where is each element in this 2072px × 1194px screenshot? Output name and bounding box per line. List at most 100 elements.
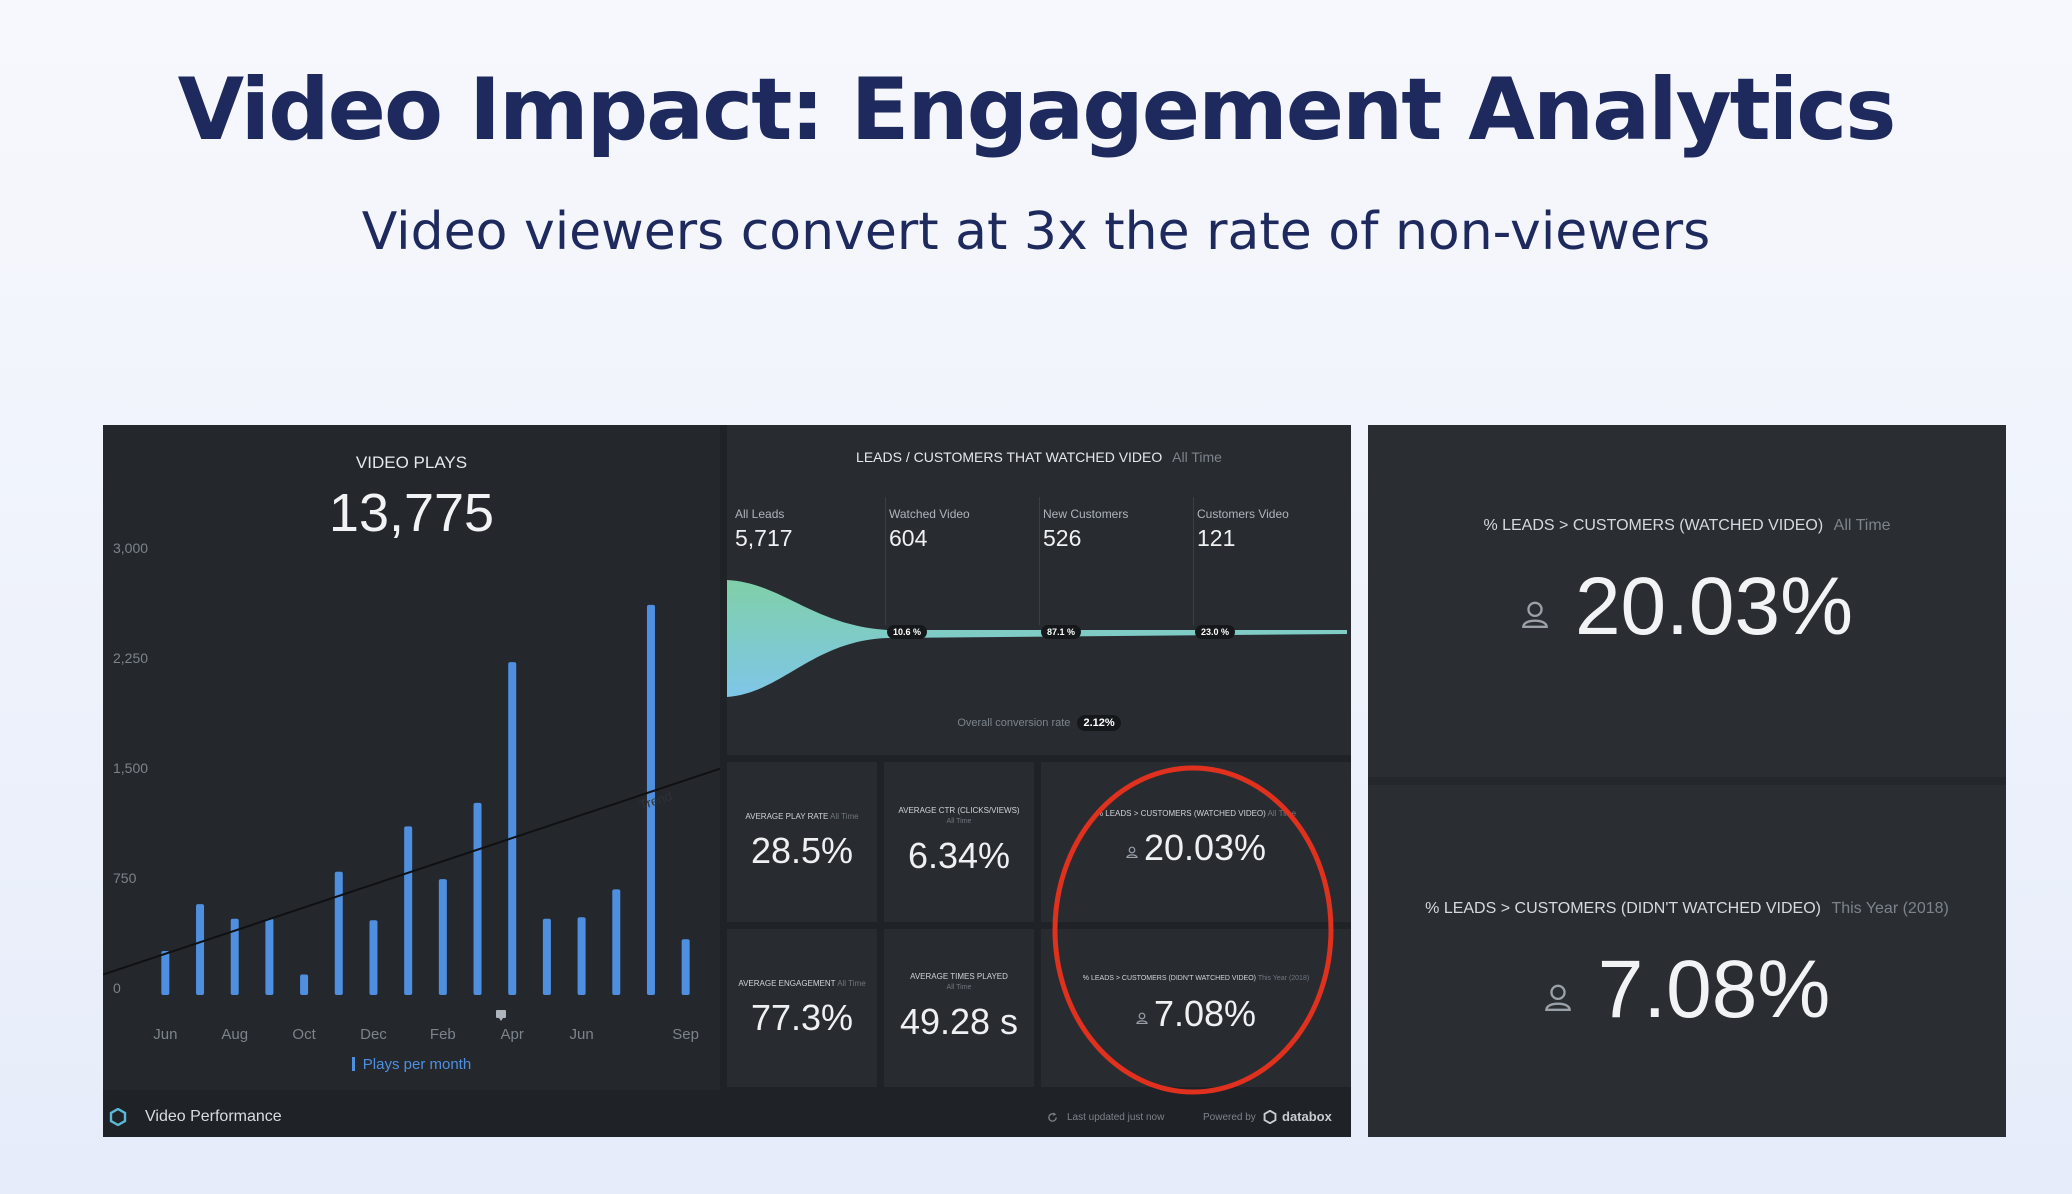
bar[interactable]	[508, 662, 517, 995]
databox-brand[interactable]: databox	[1282, 1109, 1332, 1124]
kpi-value-row: 7.08%	[1041, 993, 1351, 1035]
dashboard-footer: Video Performance Last updated just now …	[103, 1097, 1351, 1137]
bar[interactable]	[404, 826, 413, 995]
databox-logo-icon	[109, 1108, 127, 1126]
funnel-stage-value: 604	[889, 525, 928, 551]
bar[interactable]	[577, 917, 586, 995]
kpi-play-rate-tile[interactable]: AVERAGE PLAY RATE All Time 28.5%	[727, 762, 877, 922]
kpi-value: 7.08%	[1153, 993, 1257, 1034]
kpi-label: AVERAGE TIMES PLAYED	[910, 972, 1008, 981]
funnel-period: All Time	[1172, 449, 1222, 465]
kpi-label: AVERAGE PLAY RATE All Time	[745, 812, 859, 821]
funnel-stage: Watched Video 604	[889, 507, 970, 552]
bar[interactable]	[300, 974, 309, 995]
overall-conversion-label: Overall conversion rate	[957, 717, 1071, 729]
y-tick-label: 0	[113, 980, 121, 996]
kpi-ctr-tile[interactable]: AVERAGE CTR (CLICKS/VIEWS) All Time 6.34…	[884, 762, 1034, 922]
databox-brand-icon	[1263, 1110, 1277, 1124]
video-plays-tile[interactable]: VIDEO PLAYS 13,775 0 750 1,500 2,250 3,000 J…	[103, 425, 720, 1090]
trend-line	[103, 767, 720, 976]
powered-by: Powered by	[1203, 1112, 1256, 1123]
funnel-divider	[1193, 497, 1194, 625]
kpi-label: AVERAGE CTR (CLICKS/VIEWS)	[898, 806, 1020, 815]
bar[interactable]	[369, 920, 378, 995]
funnel-stage-label: All Leads	[735, 507, 785, 521]
video-plays-chart: 0 750 1,500 2,250 3,000 Jun Aug Oct Dec Feb Apr Ju…	[103, 540, 720, 1043]
funnel-stage-label: Customers Video	[1197, 507, 1289, 521]
funnel-shape	[727, 580, 1347, 697]
trend-label: Trend	[637, 788, 673, 813]
page-subtitle: Video viewers convert at 3x the rate of …	[361, 202, 1711, 262]
bar[interactable]	[438, 879, 447, 995]
kpi-engagement-tile[interactable]: AVERAGE ENGAGEMENT All Time 77.3%	[727, 929, 877, 1087]
bar[interactable]	[681, 939, 690, 995]
funnel-stage-label: Watched Video	[889, 507, 970, 521]
x-tick-label: Apr	[501, 1026, 524, 1043]
funnel-stage-value: 5,717	[735, 525, 793, 551]
funnel-rate-badge: 23.0 %	[1195, 625, 1236, 639]
bar[interactable]	[265, 918, 274, 995]
bar[interactable]	[334, 871, 343, 995]
overall-conversion: Overall conversion rate 2.12%	[727, 715, 1351, 731]
bar[interactable]	[646, 604, 655, 995]
bar[interactable]	[473, 802, 482, 995]
funnel-header: LEADS / CUSTOMERS THAT WATCHED VIDEO All…	[727, 449, 1351, 465]
annotation-icon[interactable]	[496, 1010, 506, 1021]
x-tick-label: Jun	[153, 1026, 177, 1043]
bar[interactable]	[196, 904, 205, 995]
zoom-not-watched-label: % LEADS > CUSTOMERS (DIDN'T WATCHED VIDE…	[1425, 900, 1949, 917]
kpi-value-row: 20.03%	[1041, 827, 1351, 869]
zoomed-kpi-panel: % LEADS > CUSTOMERS (WATCHED VIDEO) All …	[1368, 425, 2006, 1137]
zoom-watched-label: % LEADS > CUSTOMERS (WATCHED VIDEO) All …	[1483, 517, 1891, 534]
kpi-value: 49.28 s	[899, 1001, 1019, 1042]
refresh-icon[interactable]	[1047, 1112, 1058, 1123]
user-icon	[1522, 601, 1548, 628]
chart-legend[interactable]: Plays per month	[103, 1056, 720, 1073]
video-plays-total: 13,775	[328, 483, 495, 543]
x-tick-label: Aug	[221, 1026, 248, 1043]
bar[interactable]	[542, 918, 551, 995]
legend-swatch	[351, 1057, 355, 1071]
funnel-tile[interactable]: LEADS / CUSTOMERS THAT WATCHED VIDEO All…	[727, 425, 1351, 755]
bar[interactable]	[161, 951, 170, 995]
kpi-period: All Time	[946, 818, 972, 825]
last-updated: Last updated just now	[1067, 1112, 1165, 1123]
kpi-label: % LEADS > CUSTOMERS (DIDN'T WATCHED VIDE…	[1082, 975, 1310, 982]
funnel-stage-value: 526	[1043, 525, 1082, 551]
video-plays-title: VIDEO PLAYS	[355, 453, 468, 472]
funnel-stage-value: 121	[1197, 525, 1236, 551]
user-icon	[1544, 984, 1571, 1011]
y-tick-label: 3,000	[113, 540, 148, 556]
kpi-not-watched-tile[interactable]: % LEADS > CUSTOMERS (DIDN'T WATCHED VIDE…	[1041, 929, 1351, 1087]
legend-label: Plays per month	[362, 1056, 472, 1073]
zoom-divider	[1368, 777, 2006, 785]
kpi-label: AVERAGE ENGAGEMENT All Time	[738, 979, 866, 988]
kpi-label: % LEADS > CUSTOMERS (WATCHED VIDEO) All …	[1095, 809, 1297, 818]
zoom-watched-value: 20.03%	[1574, 561, 1854, 652]
x-tick-label: Feb	[430, 1026, 456, 1043]
funnel-rate-badge: 87.1 %	[1041, 625, 1082, 639]
kpi-value: 6.34%	[907, 835, 1011, 876]
zoom-not-watched-value: 7.08%	[1597, 944, 1831, 1035]
x-tick-label: Dec	[360, 1026, 387, 1043]
kpi-value: 20.03%	[1143, 827, 1267, 868]
bar[interactable]	[230, 918, 239, 995]
page-title: Video Impact: Engagement Analytics	[177, 60, 1897, 160]
kpi-value: 28.5%	[750, 830, 854, 871]
dashboard-name[interactable]: Video Performance	[145, 1108, 282, 1125]
funnel-stage-label: New Customers	[1043, 507, 1129, 521]
x-tick-label: Oct	[292, 1026, 316, 1043]
funnel-divider	[1039, 497, 1040, 625]
zoom-not-watched-tile[interactable]: % LEADS > CUSTOMERS (DIDN'T WATCHED VIDE…	[1368, 785, 2006, 1137]
zoom-not-watched-value-row: 7.08%	[1368, 943, 2006, 1037]
y-tick-label: 1,500	[113, 760, 148, 776]
kpi-watched-tile[interactable]: % LEADS > CUSTOMERS (WATCHED VIDEO) All …	[1041, 762, 1351, 922]
kpi-times-played-tile[interactable]: AVERAGE TIMES PLAYED All Time 49.28 s	[884, 929, 1034, 1087]
x-tick-label: Jun	[570, 1026, 594, 1043]
funnel-stage: New Customers 526	[1043, 507, 1128, 552]
bar[interactable]	[612, 889, 621, 995]
zoom-watched-tile[interactable]: % LEADS > CUSTOMERS (WATCHED VIDEO) All …	[1368, 425, 2006, 785]
funnel-stage: Customers Video 121	[1197, 507, 1289, 552]
user-icon	[1136, 1012, 1148, 1025]
user-icon	[1126, 846, 1138, 859]
